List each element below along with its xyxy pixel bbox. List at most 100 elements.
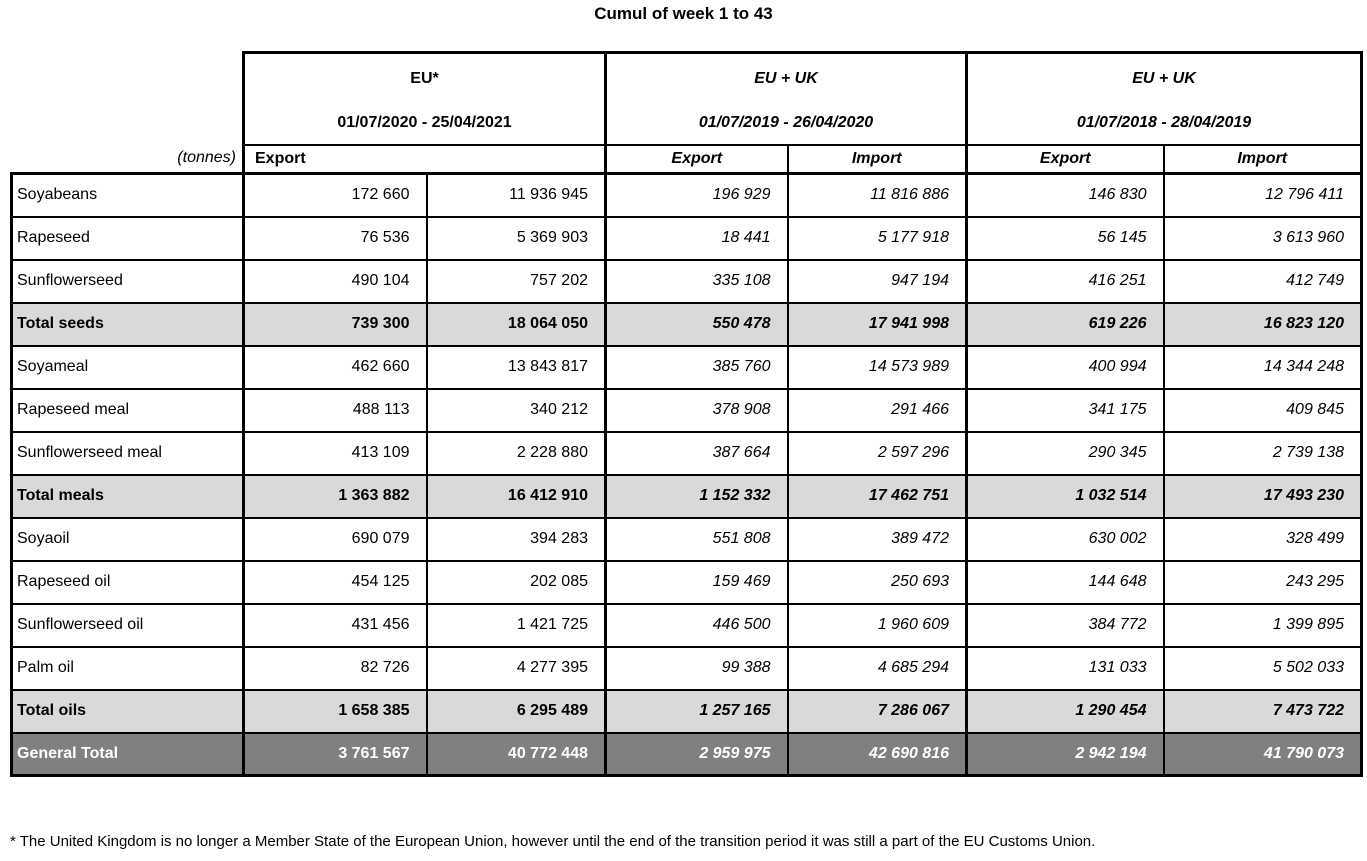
value-cell: 412 749 <box>1162 258 1363 304</box>
table-row: Sunflowerseed oil 431 456 1 421 725 446 500… <box>10 602 1363 648</box>
value-cell: 340 212 <box>425 387 607 433</box>
row-label: Sunflowerseed <box>10 258 245 304</box>
column-group-eu-uk-2019: EU + UK 01/07/2019 - 26/04/2020 <box>604 51 968 146</box>
value-cell: 488 113 <box>242 387 428 433</box>
value-cell: 1 032 514 <box>965 473 1165 519</box>
value-cell: 5 177 918 <box>786 215 968 261</box>
value-cell: 18 064 050 <box>425 301 607 347</box>
value-cell: 202 085 <box>425 559 607 605</box>
value-cell: 385 760 <box>604 344 789 390</box>
value-cell: 14 573 989 <box>786 344 968 390</box>
group-name: EU + UK <box>754 70 818 87</box>
value-cell: 17 493 230 <box>1162 473 1363 519</box>
table-row: Total meals 1 363 882 16 412 910 1 152 332 1… <box>10 473 1363 519</box>
value-cell: 18 441 <box>604 215 789 261</box>
table-row: Rapeseed meal 488 113 340 212 378 908 291 46… <box>10 387 1363 433</box>
value-cell: 431 456 <box>242 602 428 648</box>
page-title: Cumul of week 1 to 43 <box>594 4 773 23</box>
value-cell: 99 388 <box>604 645 789 691</box>
value-cell: 159 469 <box>604 559 789 605</box>
group-period: 01/07/2020 - 25/04/2021 <box>337 114 512 131</box>
footnote-line: * The United Kingdom is no longer a Memb… <box>10 833 1096 850</box>
value-cell: 490 104 <box>242 258 428 304</box>
header-spacer <box>11 52 244 145</box>
value-cell: 378 908 <box>604 387 789 433</box>
value-cell: 1 421 725 <box>425 602 607 648</box>
value-cell: 4 277 395 <box>425 645 607 691</box>
value-cell: 2 959 975 <box>604 731 789 777</box>
row-label: Rapeseed oil <box>10 559 245 605</box>
value-cell: 5 369 903 <box>425 215 607 261</box>
column-group-eu: EU* 01/07/2020 - 25/04/2021 <box>242 51 607 146</box>
value-cell: 328 499 <box>1162 516 1363 562</box>
value-cell: 550 478 <box>604 301 789 347</box>
row-label: Soyaoil <box>10 516 245 562</box>
value-cell: 2 597 296 <box>786 430 968 476</box>
value-cell: 41 790 073 <box>1162 731 1363 777</box>
value-cell: 4 685 294 <box>786 645 968 691</box>
value-cell: 76 536 <box>242 215 428 261</box>
value-cell: 462 660 <box>242 344 428 390</box>
value-cell: 739 300 <box>242 301 428 347</box>
value-cell: 413 109 <box>242 430 428 476</box>
value-cell: 16 412 910 <box>425 473 607 519</box>
value-cell: 6 295 489 <box>425 688 607 734</box>
value-cell: 3 761 567 <box>242 731 428 777</box>
value-cell: 1 363 882 <box>242 473 428 519</box>
value-cell: 42 690 816 <box>786 731 968 777</box>
value-cell: 243 295 <box>1162 559 1363 605</box>
value-cell: 172 660 <box>242 172 428 218</box>
value-cell: 757 202 <box>425 258 607 304</box>
column-header-export-eu: Export <box>242 143 607 175</box>
value-cell: 387 664 <box>604 430 789 476</box>
group-name: EU + UK <box>1132 70 1196 87</box>
value-cell: 56 145 <box>965 215 1165 261</box>
value-cell: 409 845 <box>1162 387 1363 433</box>
table-row: Soyabeans 172 660 11 936 945 196 929 11 816 … <box>10 172 1363 218</box>
value-cell: 146 830 <box>965 172 1165 218</box>
table-row: General Total 3 761 567 40 772 448 2 959 97… <box>10 731 1363 777</box>
column-header-import: Import <box>1162 143 1363 175</box>
table-row: Rapeseed 76 536 5 369 903 18 441 5 177 918 56… <box>10 215 1363 261</box>
value-cell: 5 502 033 <box>1162 645 1363 691</box>
value-cell: 454 125 <box>242 559 428 605</box>
value-cell: 16 823 120 <box>1162 301 1363 347</box>
value-cell: 1 960 609 <box>786 602 968 648</box>
value-cell: 196 929 <box>604 172 789 218</box>
row-label: Soyameal <box>10 344 245 390</box>
value-cell: 14 344 248 <box>1162 344 1363 390</box>
column-header-import: Import <box>786 143 968 175</box>
group-name: EU* <box>410 70 439 87</box>
value-cell: 1 399 895 <box>1162 602 1363 648</box>
table-row: Total seeds 739 300 18 064 050 550 478 17 94… <box>10 301 1363 347</box>
value-cell: 416 251 <box>965 258 1165 304</box>
table-row: Soyameal 462 660 13 843 817 385 760 14 573 9… <box>10 344 1363 390</box>
value-cell: 290 345 <box>965 430 1165 476</box>
value-cell: 40 772 448 <box>425 731 607 777</box>
value-cell: 12 796 411 <box>1162 172 1363 218</box>
row-label: Palm oil <box>10 645 245 691</box>
value-cell: 1 290 454 <box>965 688 1165 734</box>
value-cell: 13 843 817 <box>425 344 607 390</box>
row-label: Total meals <box>10 473 245 519</box>
value-cell: 17 941 998 <box>786 301 968 347</box>
trade-table: EU* 01/07/2020 - 25/04/2021 EU + UK 01/0… <box>10 51 1363 777</box>
value-cell: 690 079 <box>242 516 428 562</box>
row-label: Soyabeans <box>10 172 245 218</box>
group-header-row: EU* 01/07/2020 - 25/04/2021 EU + UK 01/0… <box>11 51 1363 146</box>
value-cell: 630 002 <box>965 516 1165 562</box>
row-label: Sunflowerseed oil <box>10 602 245 648</box>
value-cell: 2 228 880 <box>425 430 607 476</box>
value-cell: 144 648 <box>965 559 1165 605</box>
value-cell: 947 194 <box>786 258 968 304</box>
value-cell: 131 033 <box>965 645 1165 691</box>
value-cell: 7 286 067 <box>786 688 968 734</box>
value-cell: 291 466 <box>786 387 968 433</box>
value-cell: 11 936 945 <box>425 172 607 218</box>
value-cell: 11 816 886 <box>786 172 968 218</box>
value-cell: 619 226 <box>965 301 1165 347</box>
value-cell: 17 462 751 <box>786 473 968 519</box>
row-label: Rapeseed <box>10 215 245 261</box>
row-label: Sunflowerseed meal <box>10 430 245 476</box>
